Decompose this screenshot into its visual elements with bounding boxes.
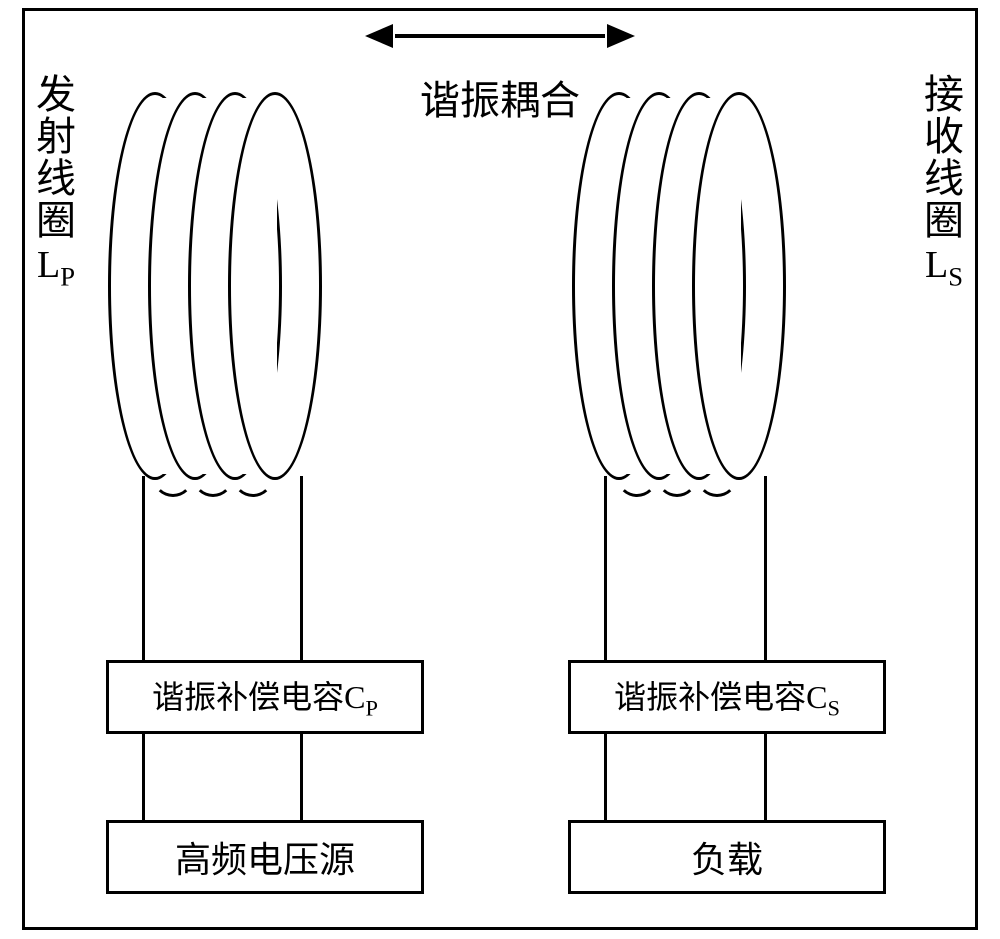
tx-resonant-cap-block: 谐振补偿电容CP	[106, 660, 424, 734]
load-block: 负载	[568, 820, 886, 894]
tx-wire-cap-to-src-right	[300, 734, 303, 820]
tx-resonant-cap-label: 谐振补偿电容CP	[152, 672, 378, 721]
diagram-canvas: 谐振耦合 发射线圈LP 接收线圈LS 谐振补偿电容CP 高频电压源 谐振补偿电容…	[0, 0, 1000, 939]
rx-coil	[572, 92, 786, 503]
tx-coil	[108, 92, 322, 503]
coil-turn	[692, 92, 786, 480]
coil-lead-left	[142, 476, 145, 662]
coupling-arrow-wrap	[0, 34, 1000, 38]
load-label: 负载	[691, 831, 763, 883]
rx-resonant-cap-block: 谐振补偿电容CS	[568, 660, 886, 734]
tx-wire-cap-to-src-left	[142, 734, 145, 820]
coil-lead-left	[604, 476, 607, 662]
tx-coil-side-label: 发射线圈LP	[36, 74, 76, 292]
coupling-double-arrow	[395, 34, 605, 38]
hf-voltage-source-label: 高频电压源	[175, 831, 355, 883]
rx-coil-side-label: 接收线圈LS	[924, 74, 964, 292]
rx-resonant-cap-label: 谐振补偿电容CS	[614, 672, 840, 721]
rx-wire-cap-to-load-left	[604, 734, 607, 820]
coil-lead-right	[764, 476, 767, 662]
coil-turn	[228, 92, 322, 480]
rx-wire-cap-to-load-right	[764, 734, 767, 820]
hf-voltage-source-block: 高频电压源	[106, 820, 424, 894]
coil-lead-right	[300, 476, 303, 662]
